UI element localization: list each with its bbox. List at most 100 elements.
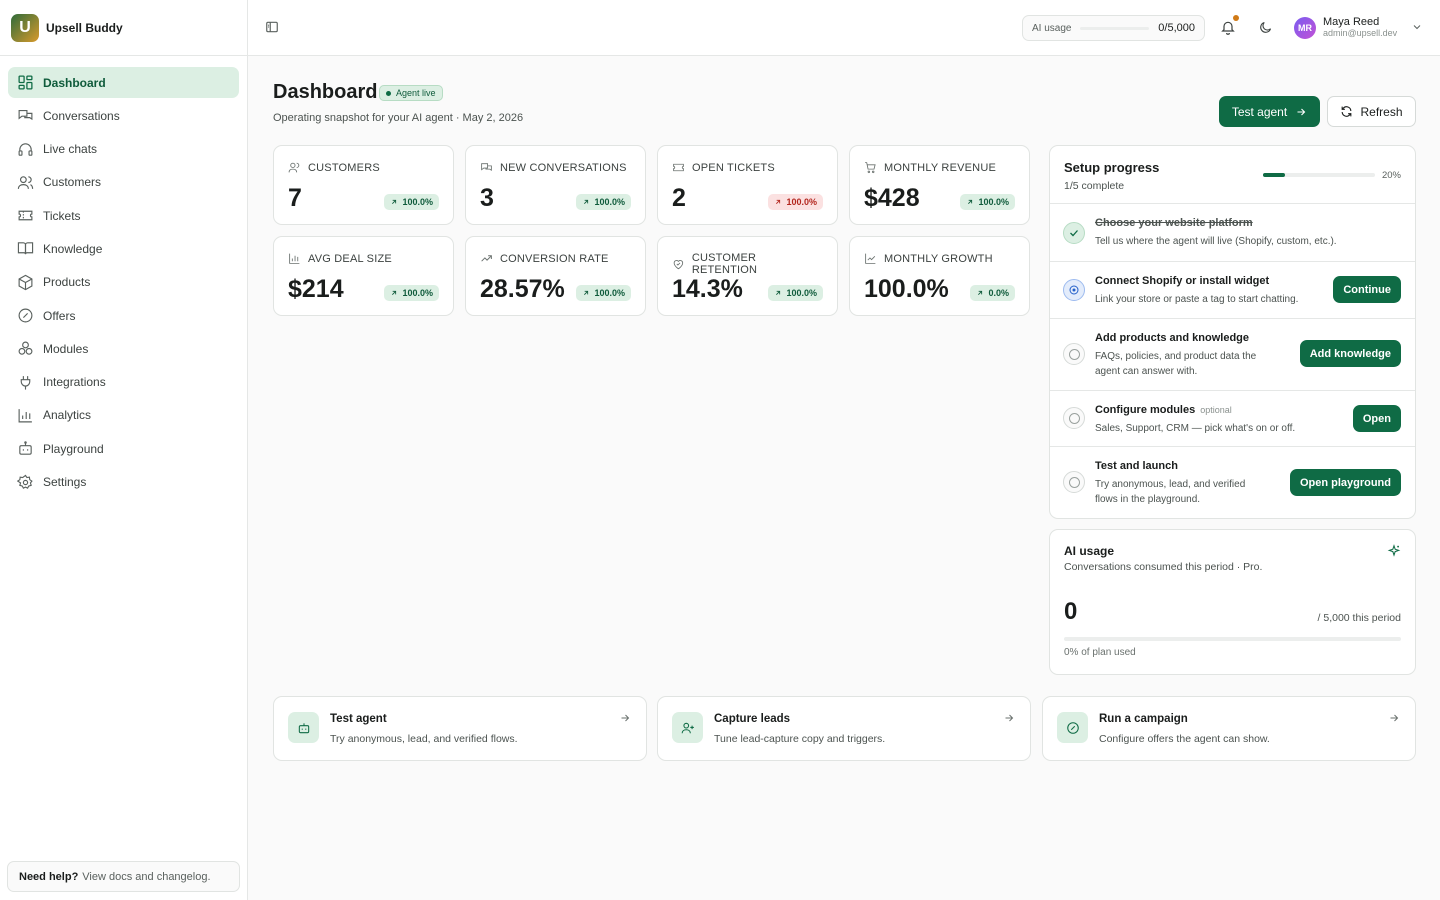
stat-value: 14.3% (672, 275, 743, 303)
sidebar-item-label: Knowledge (43, 241, 103, 256)
stat-label: OPEN TICKETS (692, 161, 775, 174)
ai-usage-pill[interactable]: AI usage 0/5,000 (1022, 15, 1205, 41)
quick-action-run-campaign[interactable]: Run a campaign Configure offers the agen… (1042, 696, 1416, 761)
sidebar-item-integrations[interactable]: Integrations (8, 367, 239, 398)
line-chart-icon (865, 253, 876, 264)
stat-label: CONVERSION RATE (500, 252, 609, 265)
open-playground-button[interactable]: Open playground (1289, 469, 1401, 496)
setup-progress-card: Setup progress 1/5 complete 20% Choose y… (1049, 145, 1416, 519)
optional-tag: optional (1200, 405, 1232, 415)
setup-step-connect: Connect Shopify or install widget Link y… (1050, 262, 1415, 319)
sidebar-item-tickets[interactable]: Tickets (8, 200, 239, 231)
sidebar-item-live-chats[interactable]: Live chats (8, 134, 239, 165)
stat-label-row: MONTHLY REVENUE (864, 161, 1015, 174)
quick-action-icon-box (288, 712, 319, 743)
quick-action-title: Run a campaign (1099, 713, 1188, 725)
stat-card-customers[interactable]: CUSTOMERS 7 100.0% (273, 145, 454, 225)
stat-card-avg-deal-size[interactable]: AVG DEAL SIZE $214 100.0% (273, 236, 454, 316)
setup-step-modules: Configure modules optional Sales, Support… (1050, 391, 1415, 447)
continue-button[interactable]: Continue (1333, 276, 1401, 303)
quick-action-capture-leads[interactable]: Capture leads Tune lead-capture copy and… (657, 696, 1031, 761)
help-strong: Need help? (19, 870, 79, 883)
sidebar-item-label: Playground (43, 441, 104, 456)
setup-step-platform[interactable]: Choose your website platform Tell us whe… (1050, 204, 1415, 262)
arrow-up-right-icon (392, 290, 397, 295)
sidebar-toggle-icon[interactable] (265, 20, 279, 34)
sidebar: U Upsell Buddy Dashboard Conversations L… (0, 0, 248, 900)
sidebar-item-settings[interactable]: Settings (8, 467, 239, 498)
bar-chart-icon (18, 409, 32, 423)
sidebar-item-label: Live chats (43, 142, 98, 157)
setup-subtitle: 1/5 complete (1064, 180, 1125, 192)
arrow-up-right-icon (978, 290, 983, 295)
stat-label-row: OPEN TICKETS (672, 161, 823, 174)
moon-icon[interactable] (1258, 20, 1273, 35)
sidebar-item-conversations[interactable]: Conversations (8, 100, 239, 131)
step-desc: Try anonymous, lead, and verified flows … (1095, 479, 1246, 505)
ai-usage-card: AI usage Conversations consumed this per… (1049, 529, 1416, 675)
refresh-button[interactable]: Refresh (1327, 96, 1416, 127)
sidebar-item-products[interactable]: Products (8, 267, 239, 298)
arrow-up-right-icon (392, 199, 397, 204)
status-badge-label: Agent live (396, 88, 436, 98)
quick-action-title: Test agent (330, 713, 387, 725)
sidebar-item-offers[interactable]: Offers (8, 300, 239, 331)
sidebar-item-dashboard[interactable]: Dashboard (8, 67, 239, 98)
trending-up-icon (481, 255, 492, 262)
topbar: AI usage 0/5,000 MR Maya Reed admin@upse… (248, 0, 1440, 56)
user-email: admin@upsell.dev (1323, 28, 1398, 38)
sidebar-item-modules[interactable]: Modules (8, 333, 239, 364)
chevron-down-icon[interactable] (1411, 21, 1423, 33)
quick-action-title: Capture leads (714, 713, 791, 725)
sidebar-item-knowledge[interactable]: Knowledge (8, 233, 239, 264)
sidebar-item-playground[interactable]: Playground (8, 433, 239, 464)
stat-card-monthly-revenue[interactable]: MONTHLY REVENUE $428 100.0% (849, 145, 1030, 225)
quick-action-desc: Configure offers the agent can show. (1099, 733, 1270, 745)
usage-title: AI usage (1064, 544, 1115, 558)
setup-step-launch: Test and launch Try anonymous, lead, and… (1050, 447, 1415, 518)
brand[interactable]: U Upsell Buddy (0, 0, 247, 56)
setup-percent: 20% (1381, 170, 1401, 181)
sidebar-item-label: Conversations (43, 108, 120, 123)
chat-bubbles-icon (481, 163, 492, 172)
add-knowledge-button[interactable]: Add knowledge (1299, 340, 1401, 367)
sidebar-item-analytics[interactable]: Analytics (8, 400, 239, 431)
stat-card-open-tickets[interactable]: OPEN TICKETS 2 100.0% (657, 145, 838, 225)
step-desc: Tell us where the agent will live (Shopi… (1095, 236, 1337, 247)
bar-chart-icon (289, 253, 300, 264)
user-name[interactable]: Maya Reed (1323, 16, 1380, 28)
stat-delta: 100.0% (402, 288, 433, 298)
stat-card-monthly-growth[interactable]: MONTHLY GROWTH 100.0% 0.0% (849, 236, 1030, 316)
status-badge: Agent live (379, 85, 443, 101)
gear-icon (17, 474, 33, 489)
usage-value: 0 (1064, 598, 1078, 625)
book-icon (17, 242, 34, 255)
cart-icon (865, 162, 876, 174)
step-desc: Link your store or paste a tag to start … (1095, 294, 1299, 305)
stat-label: NEW CONVERSATIONS (500, 161, 627, 174)
circle-icon (1068, 476, 1080, 488)
stat-delta-badge: 100.0% (384, 194, 439, 210)
sidebar-item-customers[interactable]: Customers (8, 167, 239, 198)
brand-logo: U (11, 13, 39, 42)
ticket-icon (18, 210, 33, 221)
avatar[interactable]: MR (1294, 17, 1316, 39)
usage-percent: 0% of plan used (1064, 647, 1136, 658)
step-desc: FAQs, policies, and product data the age… (1095, 351, 1257, 377)
open-modules-button[interactable]: Open (1352, 405, 1401, 432)
test-agent-button[interactable]: Test agent (1219, 96, 1320, 127)
help-link[interactable]: Need help? View docs and changelog. (7, 861, 240, 892)
stat-card-new-conversations[interactable]: NEW CONVERSATIONS 3 100.0% (465, 145, 646, 225)
sidebar-item-label: Analytics (43, 408, 92, 423)
badge-percent-icon (18, 308, 33, 323)
brand-name: Upsell Buddy (46, 20, 123, 35)
sidebar-item-label: Customers (43, 175, 102, 190)
usage-progress-bar (1064, 637, 1401, 641)
bell-icon[interactable] (1220, 19, 1236, 35)
stat-card-customer-retention[interactable]: CUSTOMER RETENTION 14.3% 100.0% (657, 236, 838, 316)
stat-card-conversion-rate[interactable]: CONVERSION RATE 28.57% 100.0% (465, 236, 646, 316)
stat-label-row: CUSTOMER RETENTION (672, 252, 823, 276)
stat-label: MONTHLY GROWTH (884, 252, 993, 265)
plug-icon (20, 375, 31, 390)
quick-action-test-agent[interactable]: Test agent Try anonymous, lead, and veri… (273, 696, 647, 761)
